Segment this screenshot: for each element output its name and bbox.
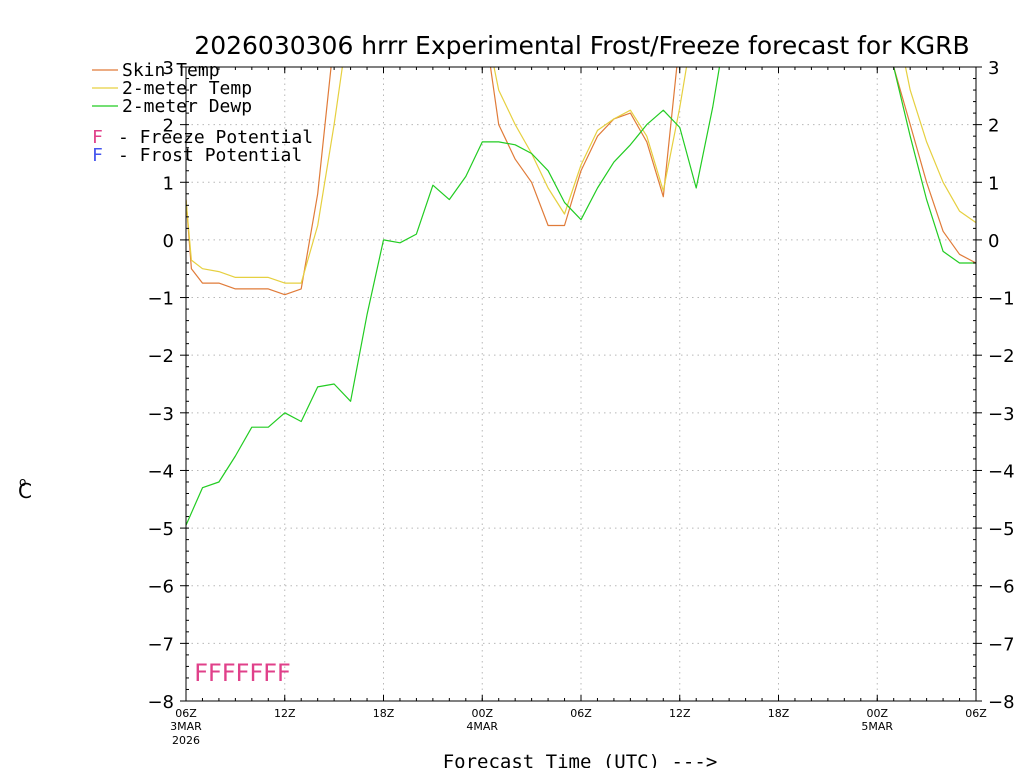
legend-potential-label: - Freeze Potential xyxy=(118,127,313,148)
ytick-label-left: −3 xyxy=(147,404,174,425)
ytick-label-right: 2 xyxy=(988,116,999,137)
grid-lines xyxy=(186,67,976,701)
ytick-label-right: −8 xyxy=(988,692,1015,713)
ytick-label-left: −4 xyxy=(147,461,174,482)
ytick-label-left: −2 xyxy=(147,346,174,367)
ytick-label-left: 3 xyxy=(163,58,174,79)
plot-frame xyxy=(185,66,977,702)
ytick-label-right: −1 xyxy=(988,289,1015,310)
ytick-label-right: −3 xyxy=(988,404,1015,425)
ytick-label-right: −7 xyxy=(988,634,1015,655)
y-axis-unit: C xyxy=(18,479,32,503)
ytick-label-right: 3 xyxy=(988,58,999,79)
xtick-label: 06Z xyxy=(175,707,197,720)
ytick-label-right: 1 xyxy=(988,173,999,194)
ytick-label-left: −6 xyxy=(147,577,174,598)
legend-potential-marker: F xyxy=(92,127,103,148)
series-line-2-meter-temp xyxy=(186,67,976,284)
xtick-label: 00Z xyxy=(471,707,493,720)
xtick-label: 00Z xyxy=(866,707,888,720)
ytick-label-left: −7 xyxy=(147,634,174,655)
legend-label: 2-meter Temp xyxy=(122,78,252,99)
y-axis-label: C o xyxy=(18,475,32,503)
ytick-label-left: 1 xyxy=(163,173,174,194)
xtick-label: 18Z xyxy=(373,707,395,720)
ytick-label-left: −1 xyxy=(147,289,174,310)
x-axis-label: Forecast Time (UTC) ---> xyxy=(443,751,718,768)
ytick-label-right: 0 xyxy=(988,231,999,252)
ytick-label-left: 0 xyxy=(163,231,174,252)
series-line-2-meter-dewp xyxy=(186,67,976,526)
xtick-date: 5MAR xyxy=(861,720,893,733)
series-layer xyxy=(186,67,976,526)
y-axis-degree: o xyxy=(19,475,26,489)
xtick-label: 18Z xyxy=(768,707,790,720)
y-axis-right: −8 −7 −6 −5 −4 −3 −2 −1 0 1 2 3 xyxy=(973,58,1015,713)
xtick-label: 06Z xyxy=(965,707,987,720)
xtick-date: 4MAR xyxy=(466,720,498,733)
ytick-label-left: −8 xyxy=(147,692,174,713)
xtick-date: 3MAR xyxy=(170,720,202,733)
freeze-potential-flags: FFFFFFF xyxy=(194,659,291,687)
series-line-skin-temp xyxy=(186,67,976,296)
legend-potential-marker: F xyxy=(92,145,103,166)
legend-label: Skin Temp xyxy=(122,60,220,81)
ytick-label-left: −5 xyxy=(147,519,174,540)
ytick-label-right: −2 xyxy=(988,346,1015,367)
y-axis-left: −8 −7 −6 −5 −4 −3 −2 −1 0 1 2 3 xyxy=(147,58,189,713)
xtick-label: 12Z xyxy=(274,707,296,720)
ytick-label-right: −4 xyxy=(988,461,1015,482)
xtick-label: 06Z xyxy=(570,707,592,720)
legend-label: 2-meter Dewp xyxy=(122,96,252,117)
ytick-label-right: −5 xyxy=(988,519,1015,540)
xtick-label: 12Z xyxy=(669,707,691,720)
ytick-label-right: −6 xyxy=(988,577,1015,598)
chart-title: 2026030306 hrrr Experimental Frost/Freez… xyxy=(194,31,969,60)
legend-potential-label: - Frost Potential xyxy=(118,145,302,166)
ytick-label-left: 2 xyxy=(163,116,174,137)
xtick-year: 2026 xyxy=(172,734,200,747)
